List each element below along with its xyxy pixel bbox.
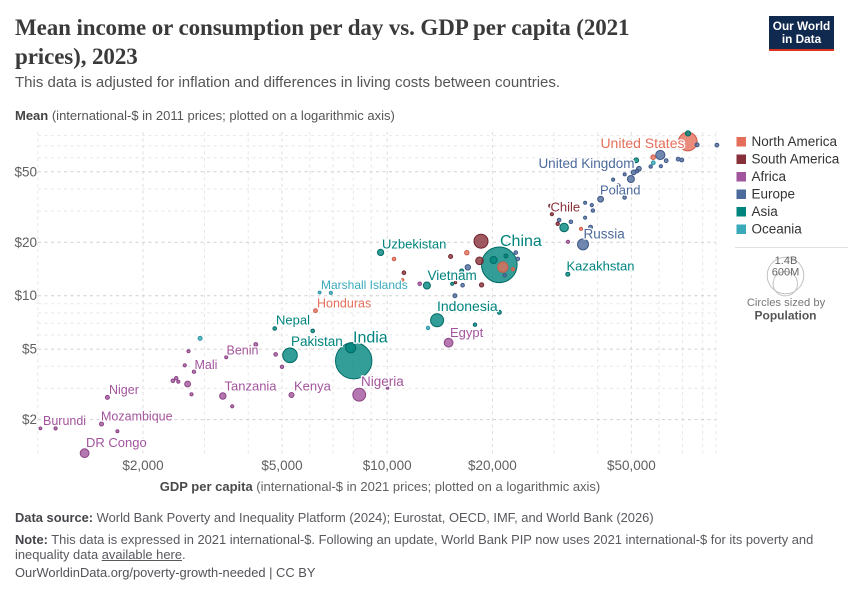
svg-text:Marshall Islands: Marshall Islands (321, 278, 408, 292)
svg-text:$5,000: $5,000 (261, 458, 302, 473)
svg-text:India: India (353, 330, 388, 347)
svg-text:Kenya: Kenya (294, 379, 332, 394)
svg-text:Kazakhstan: Kazakhstan (567, 259, 635, 274)
svg-text:North America: North America (752, 134, 838, 149)
svg-text:Egypt: Egypt (450, 325, 484, 340)
svg-text:Chile: Chile (551, 199, 581, 214)
svg-text:Nepal: Nepal (276, 313, 310, 328)
svg-text:Oceania: Oceania (752, 222, 803, 237)
svg-text:$2: $2 (22, 412, 37, 427)
svg-text:$20: $20 (14, 235, 37, 250)
svg-text:DR Congo: DR Congo (86, 435, 147, 450)
svg-text:Africa: Africa (752, 169, 787, 184)
svg-text:Tanzania: Tanzania (225, 379, 278, 394)
svg-text:$10: $10 (14, 288, 37, 303)
svg-text:$50,000: $50,000 (607, 458, 656, 473)
svg-text:$20,000: $20,000 (468, 458, 517, 473)
svg-text:Asia: Asia (752, 204, 779, 219)
svg-text:Benin: Benin (227, 344, 259, 358)
svg-text:$50: $50 (14, 164, 37, 179)
svg-text:Nigeria: Nigeria (361, 374, 404, 389)
svg-text:$5: $5 (22, 342, 37, 357)
svg-text:South America: South America (752, 152, 840, 167)
svg-text:Circles sized by: Circles sized by (747, 297, 826, 309)
svg-text:Population: Population (755, 309, 817, 323)
svg-text:Vietnam: Vietnam (428, 268, 477, 283)
svg-text:1.4B: 1.4B (775, 255, 798, 267)
svg-text:Pakistan: Pakistan (291, 334, 343, 349)
svg-text:600M: 600M (772, 267, 800, 279)
svg-text:Indonesia: Indonesia (437, 298, 498, 314)
svg-text:$10,000: $10,000 (363, 458, 412, 473)
svg-text:China: China (500, 233, 542, 250)
svg-text:United States: United States (600, 135, 684, 151)
svg-text:Poland: Poland (600, 182, 640, 197)
svg-text:Burundi: Burundi (43, 414, 86, 428)
svg-text:Mali: Mali (195, 358, 218, 372)
svg-text:Niger: Niger (109, 383, 139, 397)
svg-text:GDP per capita (international-: GDP per capita (international-$ in 2021 … (160, 479, 601, 494)
svg-text:Uzbekistan: Uzbekistan (382, 237, 446, 252)
svg-text:$2,000: $2,000 (122, 458, 163, 473)
svg-text:Europe: Europe (752, 187, 796, 202)
svg-text:Honduras: Honduras (317, 296, 371, 310)
svg-text:Russia: Russia (584, 226, 626, 241)
svg-text:Mozambique: Mozambique (101, 410, 173, 424)
svg-text:United Kingdom: United Kingdom (538, 156, 634, 171)
